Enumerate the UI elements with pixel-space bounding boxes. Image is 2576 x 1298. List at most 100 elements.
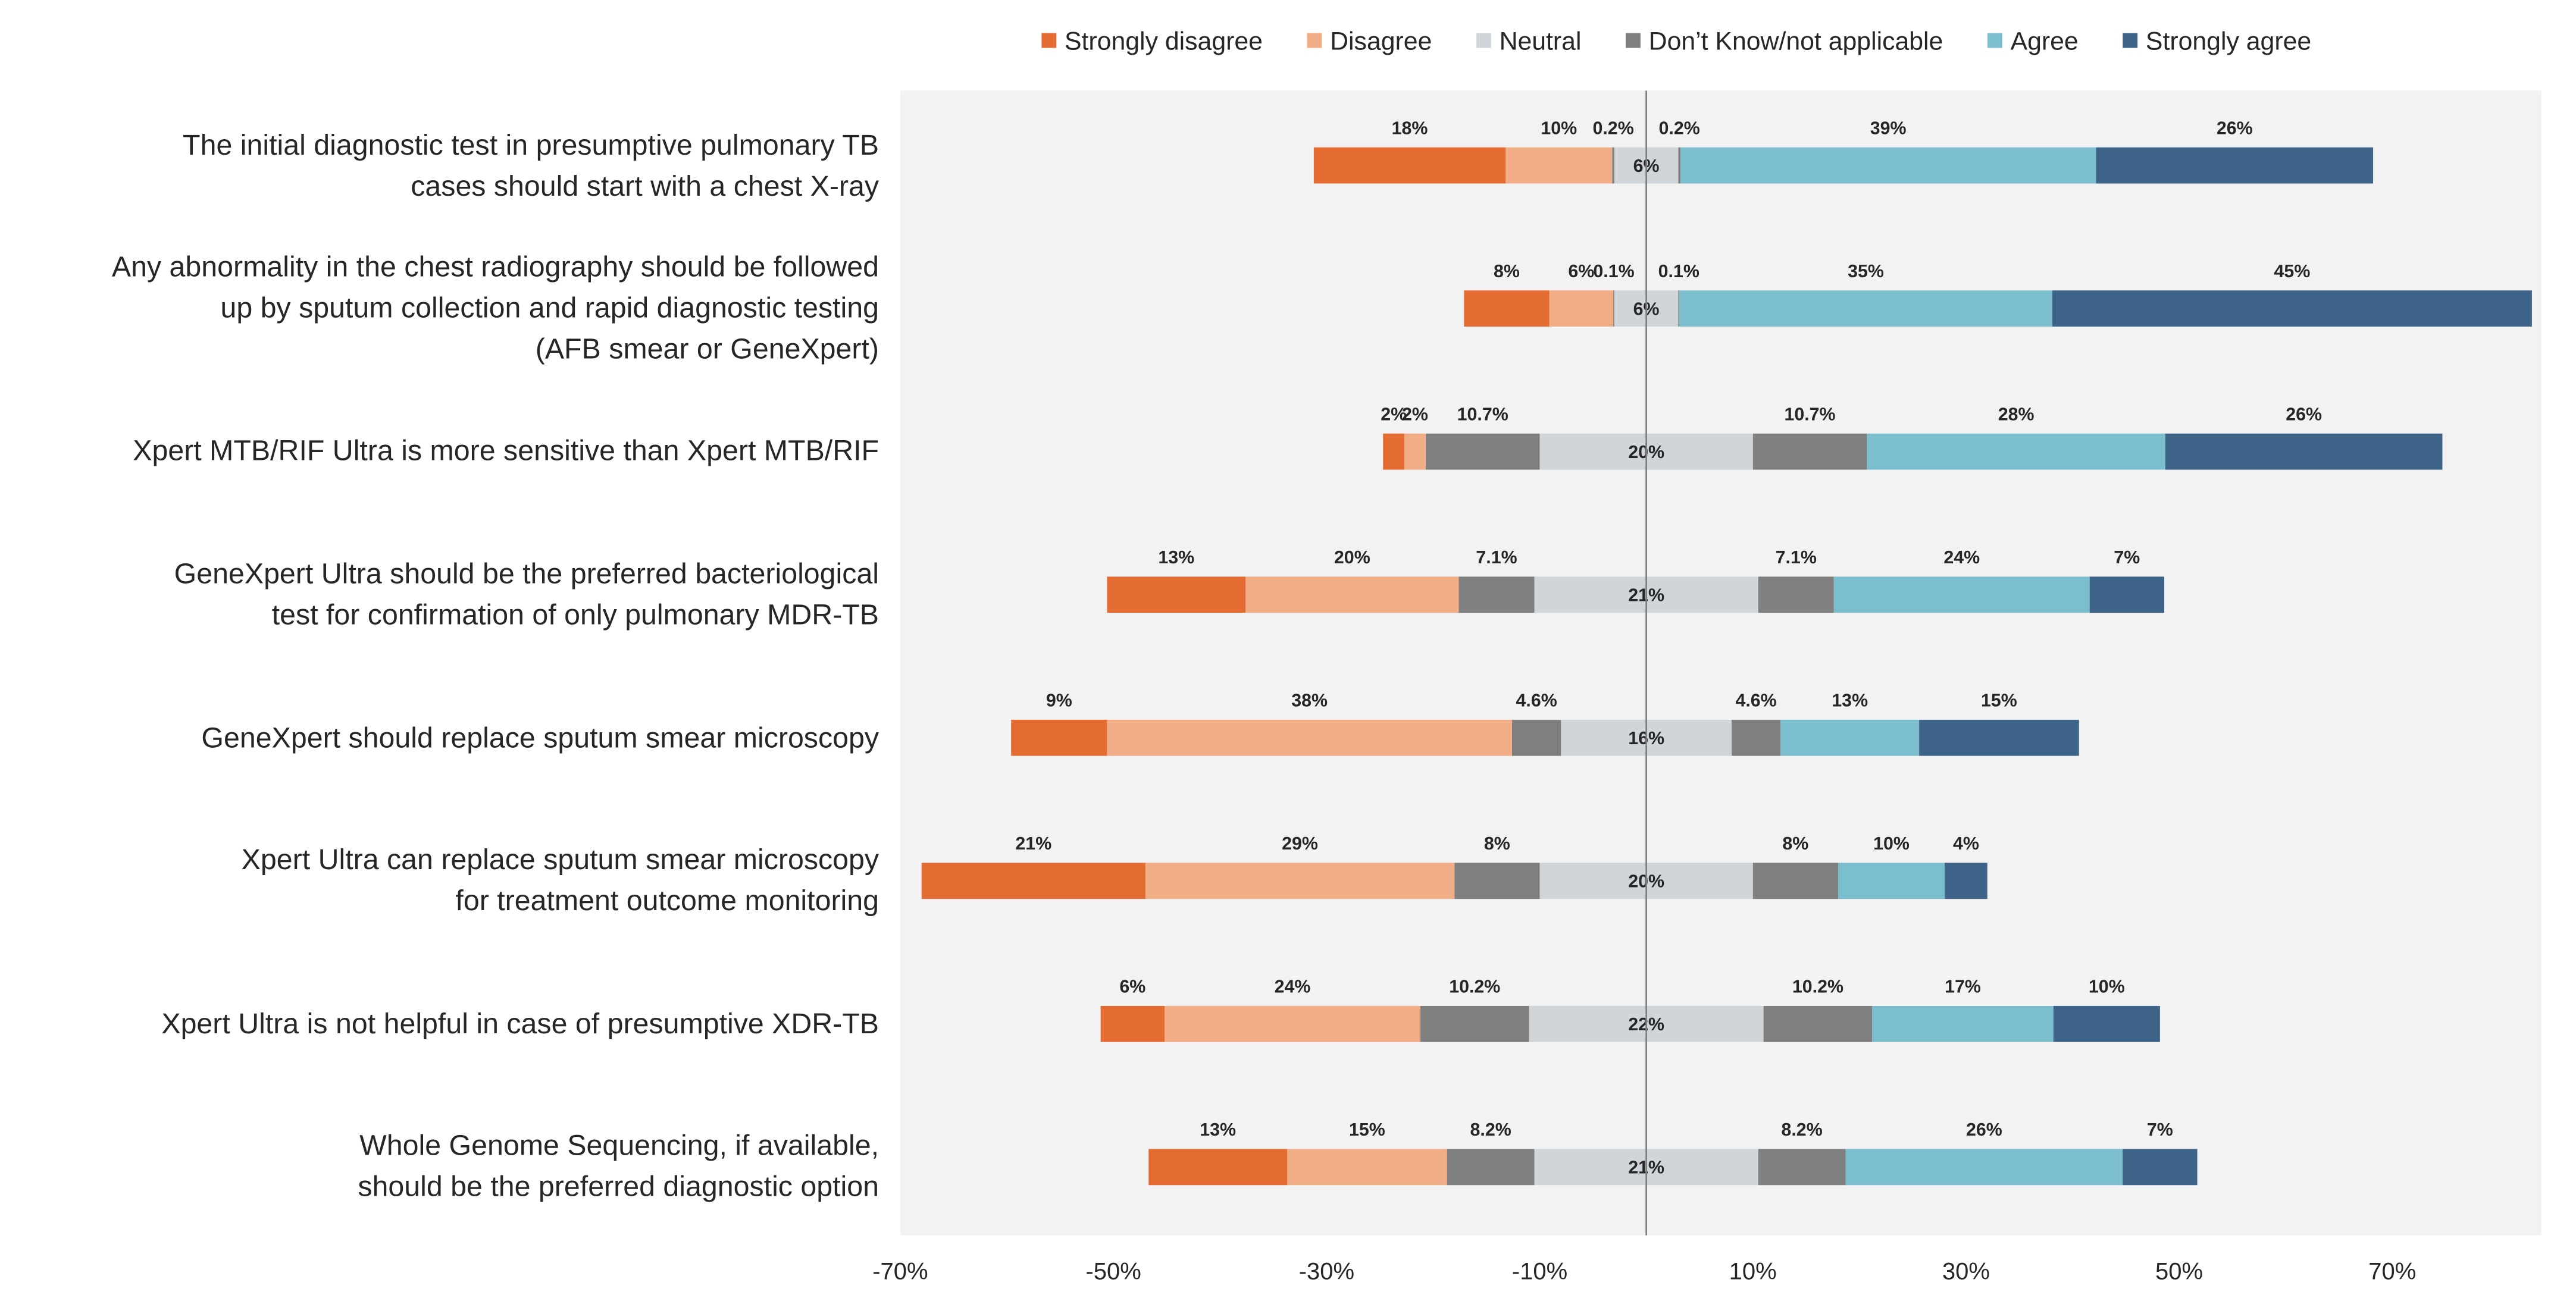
data-label: 29%	[1282, 834, 1318, 854]
data-label: 7%	[2114, 548, 2140, 568]
bar-segment	[1752, 433, 1867, 470]
data-label: 10.2%	[1792, 977, 1843, 997]
bar-segment	[1505, 147, 1613, 184]
legend-swatch	[2123, 33, 2138, 48]
data-label: 10%	[1541, 118, 1577, 138]
x-tick-label: -10%	[1512, 1259, 1567, 1285]
legend-label: Strongly agree	[2146, 27, 2311, 56]
data-label: 28%	[1998, 405, 2034, 424]
bar-segment	[1420, 1005, 1529, 1042]
data-label: 39%	[1870, 118, 1907, 138]
legend-label: Strongly disagree	[1065, 27, 1263, 56]
data-label: 24%	[1943, 548, 1980, 568]
x-tick-label: 70%	[2368, 1259, 2416, 1285]
legend-label: Agree	[2011, 27, 2079, 56]
data-label: 8%	[1484, 834, 1510, 854]
bar-segment	[1287, 1149, 1447, 1186]
data-label: 7.1%	[1476, 548, 1517, 568]
bar-segment	[1680, 147, 2096, 184]
data-label: 10.2%	[1449, 977, 1500, 997]
bar-segment	[921, 863, 1145, 899]
data-label: 8.2%	[1781, 1120, 1822, 1140]
bar-segment	[1107, 719, 1512, 756]
bar-segment	[1100, 1005, 1165, 1042]
legend-swatch	[1307, 33, 1322, 48]
bar-segment	[1780, 719, 1920, 756]
data-label: 21%	[1015, 834, 1051, 854]
category-label: Xpert MTB/RIF Ultra is more sensitive th…	[133, 434, 879, 468]
data-label: 15%	[1981, 691, 2017, 711]
category-label: GeneXpert should replace sputum smear mi…	[201, 720, 879, 754]
data-label: 24%	[1275, 977, 1311, 997]
bar-segment	[1752, 863, 1838, 899]
bar-segment	[1011, 719, 1107, 756]
data-label: 26%	[2217, 118, 2253, 138]
data-label: 0.2%	[1659, 118, 1700, 138]
bar-segment	[1549, 290, 1614, 327]
category-label-box: Any abnormality in the chest radiography…	[112, 250, 879, 365]
category-label-box: Xpert Ultra is not helpful in case of pr…	[161, 1007, 879, 1040]
data-label: 6%	[1119, 977, 1145, 997]
data-label: 0.1%	[1658, 262, 1699, 281]
category-label-box: Whole Genome Sequencing, if available, s…	[358, 1129, 879, 1203]
category-label-box: GeneXpert should replace sputum smear mi…	[201, 720, 879, 754]
data-label: 15%	[1349, 1120, 1385, 1140]
x-tick-label: -70%	[872, 1259, 928, 1285]
bar-segment	[1107, 576, 1246, 613]
bar-segment	[1872, 1005, 2054, 1042]
category-label-box: Xpert MTB/RIF Ultra is more sensitive th…	[133, 434, 879, 468]
category-label: Xpert Ultra can replace sputum smear mic…	[241, 843, 879, 917]
legend-swatch	[1626, 33, 1641, 48]
data-label: 8.2%	[1470, 1120, 1511, 1140]
bar-segment	[1165, 1005, 1420, 1042]
category-label-box: GeneXpert Ultra should be the preferred …	[174, 557, 879, 631]
bar-segment	[1838, 863, 1945, 899]
bar-segment	[1867, 433, 2165, 470]
data-label: 13%	[1200, 1120, 1236, 1140]
bar-segment	[1612, 147, 1614, 184]
legend-swatch	[1476, 33, 1491, 48]
x-tick-label: -30%	[1299, 1259, 1354, 1285]
bar-segment	[1678, 290, 1680, 327]
legend-label: Neutral	[1500, 27, 1582, 56]
data-label: 0.1%	[1593, 262, 1634, 281]
data-label: 17%	[1945, 977, 1981, 997]
data-label: 7%	[2147, 1120, 2173, 1140]
data-label: 4.6%	[1516, 691, 1557, 711]
bar-segment	[1945, 863, 1987, 899]
category-label: GeneXpert Ultra should be the preferred …	[174, 557, 879, 631]
data-label: 38%	[1291, 691, 1328, 711]
bar-segment	[1454, 863, 1540, 899]
bar-segment	[1613, 290, 1614, 327]
bar-segment	[1678, 147, 1680, 184]
bar-segment	[1245, 576, 1459, 613]
data-label: 4%	[1953, 834, 1979, 854]
data-label: 6%	[1568, 262, 1594, 281]
bar-segment	[1758, 576, 1834, 613]
bar-segment	[1763, 1005, 1873, 1042]
legend-label: Don’t Know/not applicable	[1649, 27, 1943, 56]
category-label: Xpert Ultra is not helpful in case of pr…	[161, 1007, 879, 1040]
data-label: 26%	[1966, 1120, 2002, 1140]
bar-segment	[1458, 576, 1535, 613]
bar-segment	[1833, 576, 2090, 613]
bar-segment	[1425, 433, 1540, 470]
data-label: 9%	[1046, 691, 1072, 711]
data-label: 0.2%	[1592, 118, 1633, 138]
x-tick-label: -50%	[1085, 1259, 1141, 1285]
data-label: 26%	[2286, 405, 2322, 424]
data-label: 10.7%	[1784, 405, 1835, 424]
data-label: 7.1%	[1776, 548, 1817, 568]
bar-segment	[1845, 1149, 2123, 1186]
data-label: 13%	[1832, 691, 1868, 711]
bar-segment	[2123, 1149, 2198, 1186]
data-label: 18%	[1392, 118, 1428, 138]
data-label: 35%	[1848, 262, 1884, 281]
bar-segment	[1731, 719, 1781, 756]
x-tick-label: 30%	[1942, 1259, 1990, 1285]
data-label: 20%	[1334, 548, 1370, 568]
category-label: Whole Genome Sequencing, if available, s…	[358, 1129, 879, 1203]
category-label-box: Xpert Ultra can replace sputum smear mic…	[241, 843, 879, 917]
data-label: 10.7%	[1457, 405, 1508, 424]
